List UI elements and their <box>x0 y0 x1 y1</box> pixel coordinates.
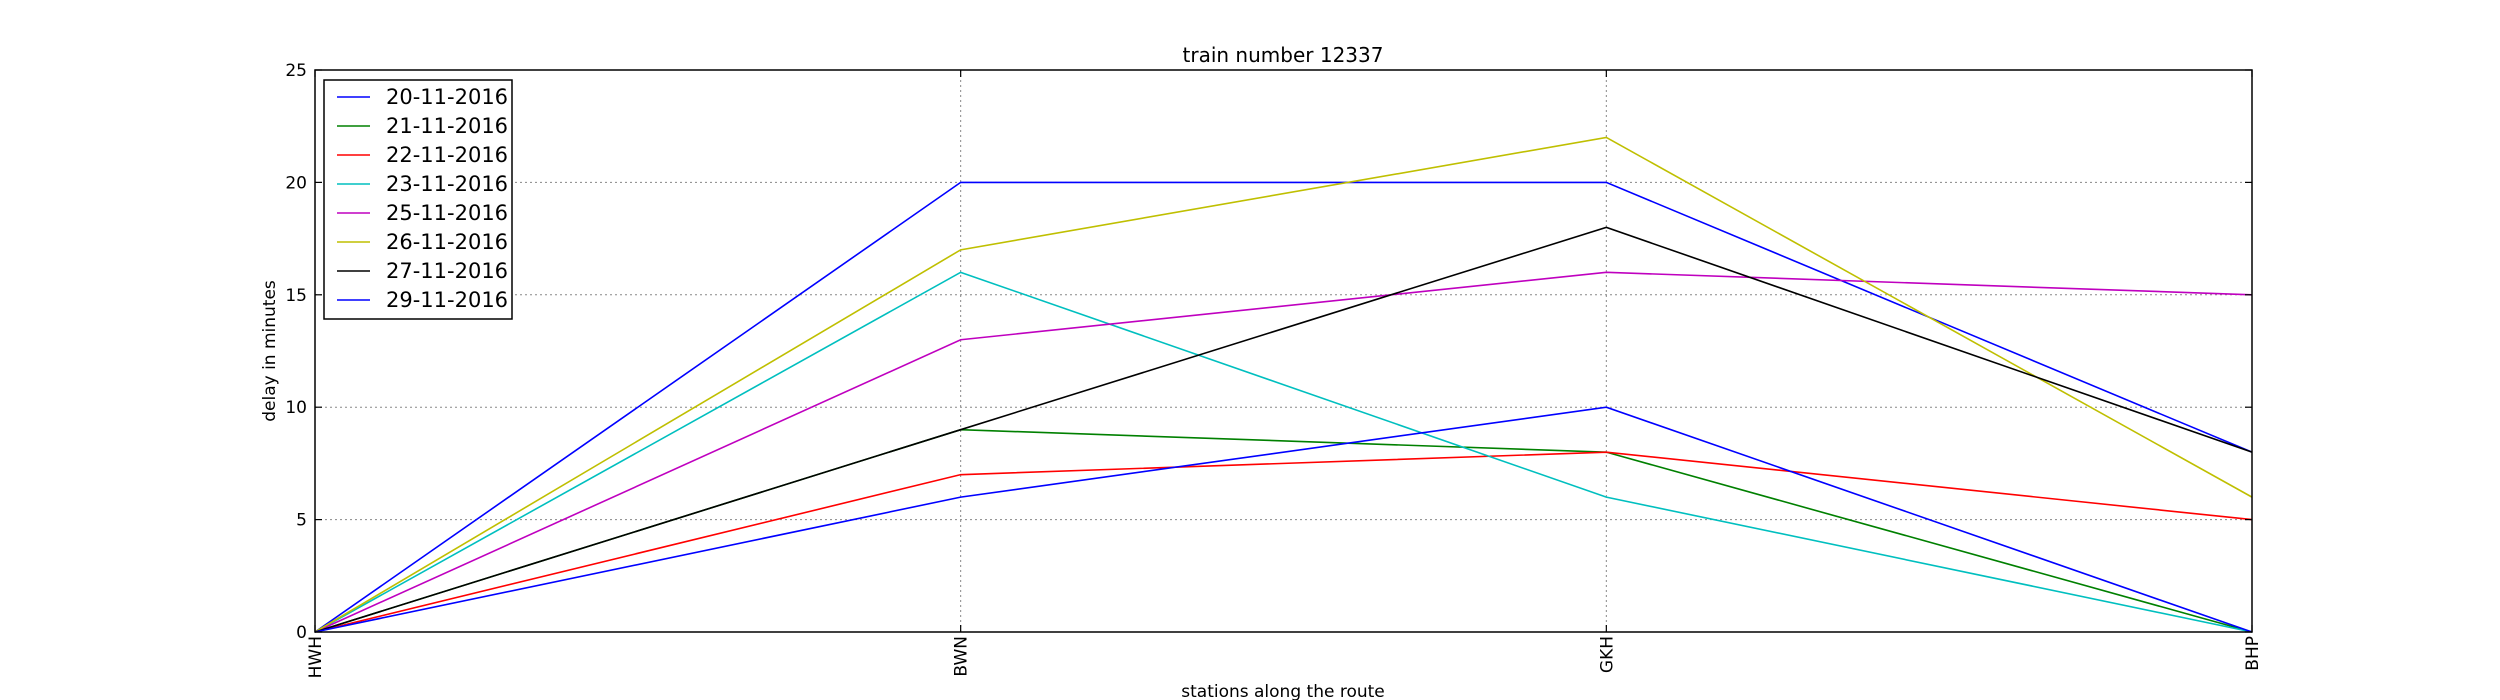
y-tick-label: 0 <box>296 623 307 643</box>
y-axis-label: delay in minutes <box>260 280 280 422</box>
grid <box>315 70 2252 632</box>
series-line-29-11-2016 <box>314 406 2253 633</box>
y-tick-label: 25 <box>285 61 307 81</box>
y-tick-label: 10 <box>285 398 307 418</box>
legend-label: 21-11-2016 <box>386 114 508 138</box>
legend: 20-11-2016 21-11-2016 22-11-2016 23-11-2016… <box>323 79 513 320</box>
x-axis-label: stations along the route <box>1181 682 1385 700</box>
series-line-26-11-2016 <box>314 136 2253 633</box>
x-tick-label: GKH <box>1597 636 1617 673</box>
legend-label: 22-11-2016 <box>386 143 508 167</box>
legend-box <box>323 79 513 320</box>
legend-label: 25-11-2016 <box>386 201 508 225</box>
legend-label: 26-11-2016 <box>386 230 508 254</box>
series-lines <box>314 136 2253 633</box>
legend-label: 20-11-2016 <box>386 85 508 109</box>
plot-frame <box>314 69 2253 633</box>
series-line-25-11-2016 <box>314 271 2253 633</box>
x-tick-label: BHP <box>2243 636 2263 671</box>
legend-label: 29-11-2016 <box>386 288 508 312</box>
x-tick-label: HWH <box>306 636 326 678</box>
y-tick-label: 15 <box>285 286 307 306</box>
series-line-27-11-2016 <box>314 226 2253 633</box>
x-tick-label: BWN <box>952 636 972 677</box>
series-line-23-11-2016 <box>314 271 2253 633</box>
legend-label: 23-11-2016 <box>386 172 508 196</box>
series-line-22-11-2016 <box>314 451 2253 633</box>
y-tick-label: 20 <box>285 173 307 193</box>
y-tick-label: 5 <box>296 511 307 531</box>
chart-title: train number 12337 <box>1183 43 1384 67</box>
y-axis: 0 5 10 15 20 25 <box>285 61 2252 643</box>
x-axis: HWH BWN GKH BHP <box>306 70 2263 678</box>
legend-label: 27-11-2016 <box>386 259 508 283</box>
